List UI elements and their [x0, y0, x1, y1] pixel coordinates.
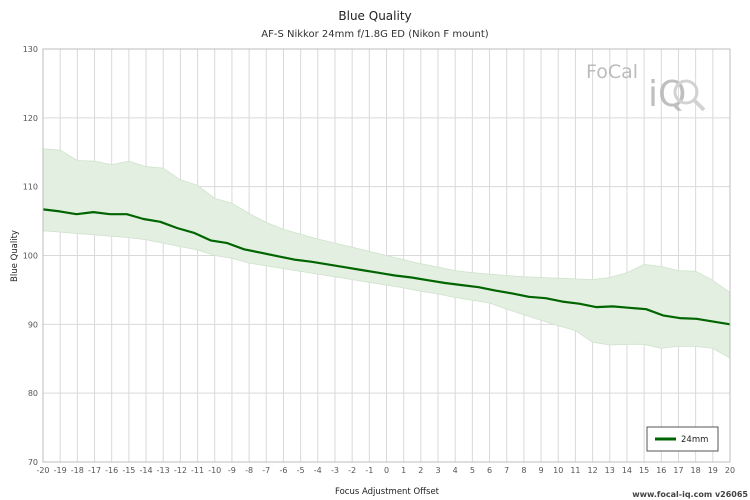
y-tick-label: 80: [28, 389, 38, 398]
y-axis-label: Blue Quality: [10, 230, 20, 282]
x-tick-label: -12: [174, 466, 187, 475]
series-lines: [42, 208, 731, 326]
x-tick-label: -15: [122, 466, 135, 475]
x-tick-label: -14: [140, 466, 153, 475]
y-tick-label: 110: [23, 183, 38, 192]
x-tick-label: 16: [656, 466, 666, 475]
x-tick-label: 6: [487, 466, 492, 475]
x-tick-label: -8: [245, 466, 253, 475]
y-tick-label: 120: [23, 114, 38, 123]
x-tick-label: 10: [553, 466, 563, 475]
x-tick-label: -16: [105, 466, 118, 475]
x-tick-label: 7: [504, 466, 509, 475]
x-tick-label: 8: [521, 466, 526, 475]
watermark: www.focal-iq.com v26065: [632, 490, 748, 499]
x-tick-label: 17: [673, 466, 683, 475]
x-tick-label: -11: [191, 466, 204, 475]
x-tick-label: 14: [622, 466, 632, 475]
x-tick-label: -6: [279, 466, 287, 475]
x-tick-label: 1: [401, 466, 406, 475]
brand-logo: FoCal iQ: [586, 61, 706, 115]
x-tick-label: 18: [691, 466, 701, 475]
x-tick-label: 19: [708, 466, 718, 475]
chart-title: Blue Quality: [338, 9, 411, 23]
x-tick-label: -17: [88, 466, 101, 475]
x-tick-label: -13: [157, 466, 170, 475]
magnifier-handle: [692, 98, 706, 112]
x-tick-label: -9: [228, 466, 236, 475]
x-tick-label: 15: [639, 466, 649, 475]
x-tick-label: 0: [384, 466, 389, 475]
x-tick-label: -4: [314, 466, 322, 475]
x-ticks: -20 -19 -18 -17 -16 -15 -14 -13 -12 -11 -10 -9 -8 -7-…: [36, 466, 735, 475]
x-tick-label: 9: [539, 466, 544, 475]
x-tick-label: -18: [71, 466, 84, 475]
y-tick-label: 100: [23, 252, 38, 261]
y-tick-label: 130: [23, 45, 38, 54]
brand-logo-top: FoCal: [586, 61, 638, 83]
x-tick-label: -1: [365, 466, 373, 475]
legend: 24mm: [646, 426, 719, 452]
x-tick-label: 13: [605, 466, 615, 475]
x-axis-label: Focus Adjustment Offset: [335, 487, 440, 497]
x-tick-label: 12: [588, 466, 598, 475]
x-tick-label: 3: [435, 466, 440, 475]
x-tick-label: -2: [348, 466, 356, 475]
legend-label-24mm: 24mm: [681, 435, 708, 445]
x-tick-label: 20: [725, 466, 735, 475]
plot-frame: [42, 48, 731, 463]
chart-subtitle: AF-S Nikkor 24mm f/1.8G ED (Nikon F moun…: [261, 29, 489, 40]
x-tick-label: 11: [570, 466, 580, 475]
x-tick-label: -19: [54, 466, 67, 475]
brand-logo-bottom: iQ: [648, 74, 686, 115]
y-ticks: 70 80 90 100 110 120 130: [23, 45, 38, 467]
x-tick-label: -20: [36, 466, 49, 475]
x-tick-label: 2: [418, 466, 423, 475]
x-tick-label: -10: [208, 466, 221, 475]
x-tick-label: -3: [331, 466, 339, 475]
x-tick-label: 5: [470, 466, 475, 475]
magnifier-icon: [673, 79, 699, 105]
series-line-24mm: [42, 208, 731, 326]
y-tick-label: 90: [28, 320, 38, 329]
x-tick-label: -7: [262, 466, 270, 475]
y-tick-label: 70: [28, 458, 38, 467]
x-tick-label: -5: [297, 466, 305, 475]
x-tick-label: 4: [453, 466, 458, 475]
